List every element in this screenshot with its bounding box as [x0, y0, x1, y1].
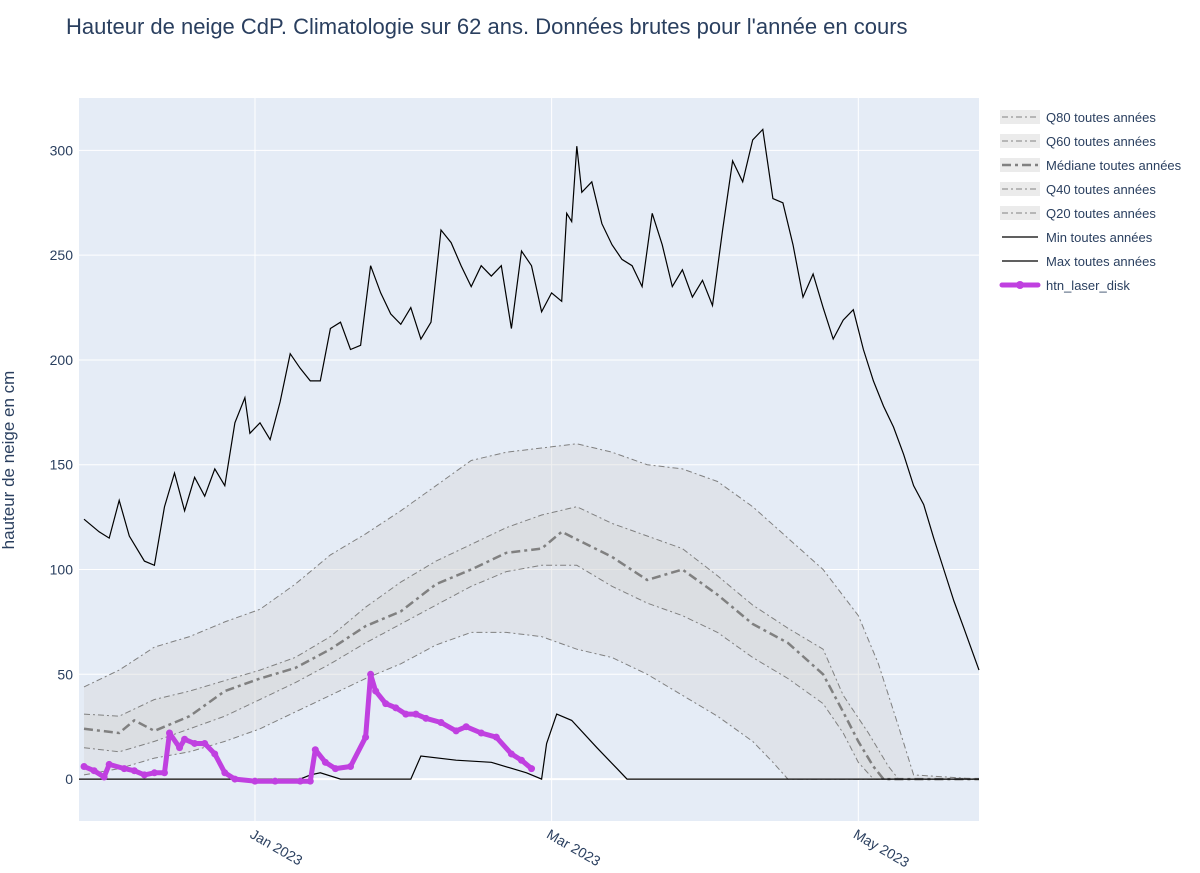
data-point: [271, 777, 279, 785]
y-tick-label: 300: [50, 142, 74, 158]
legend-label: Q40 toutes années: [1046, 182, 1156, 197]
legend-item[interactable]: Q20 toutes années: [1000, 206, 1156, 221]
data-point: [528, 765, 536, 773]
data-point: [150, 769, 158, 777]
legend-label: Médiane toutes années: [1046, 158, 1182, 173]
series-min-toutes-ann-es: [79, 713, 979, 780]
data-point: [100, 773, 108, 781]
data-point: [231, 775, 239, 783]
legend-label: Min toutes années: [1046, 230, 1153, 245]
y-tick-label: 50: [57, 666, 73, 682]
data-point: [507, 750, 515, 758]
legend-item[interactable]: Min toutes années: [1002, 230, 1153, 245]
series-lines: [79, 128, 980, 785]
chart-title: Hauteur de neige CdP. Climatologie sur 6…: [66, 14, 908, 39]
data-point: [221, 769, 229, 777]
legend-item[interactable]: Max toutes années: [1002, 254, 1156, 269]
data-point: [80, 763, 88, 771]
data-point: [517, 756, 525, 764]
data-point: [120, 765, 128, 773]
series-q60-toutes-ann-es: [83, 506, 979, 780]
data-point: [362, 733, 370, 741]
data-point: [422, 714, 430, 722]
data-point: [452, 727, 460, 735]
data-point: [251, 777, 259, 785]
x-tick-label: Jan 2023: [247, 826, 305, 869]
legend-swatch-marker: [1016, 281, 1024, 289]
legend-label: Q60 toutes années: [1046, 134, 1156, 149]
data-point: [296, 777, 304, 785]
legend-item[interactable]: Médiane toutes années: [1000, 158, 1182, 173]
data-point: [176, 744, 184, 752]
data-point: [321, 758, 329, 766]
legend-label: htn_laser_disk: [1046, 278, 1130, 293]
quantile-bands: [84, 443, 979, 780]
data-point: [160, 769, 168, 777]
legend-label: Q20 toutes années: [1046, 206, 1156, 221]
quantile-band: [84, 443, 979, 780]
legend[interactable]: Q80 toutes années Q60 toutes années Médian…: [999, 110, 1182, 293]
y-tick-label: 250: [50, 247, 74, 263]
data-point: [211, 750, 219, 758]
series-m-diane-toutes-ann-es: [83, 530, 979, 781]
data-point: [181, 735, 189, 743]
x-tick-label: May 2023: [851, 826, 912, 871]
data-point: [437, 719, 445, 727]
x-tick-label: Mar 2023: [544, 826, 603, 870]
legend-item[interactable]: htn_laser_disk: [999, 278, 1130, 293]
series-q40-toutes-ann-es: [83, 564, 979, 780]
data-point: [140, 771, 148, 779]
data-point: [311, 746, 319, 754]
data-point: [90, 767, 98, 775]
data-point: [462, 723, 470, 731]
data-point: [306, 777, 314, 785]
data-point: [191, 739, 199, 747]
y-tick-label: 0: [65, 771, 73, 787]
series-q80-toutes-ann-es: [83, 443, 980, 780]
data-point: [331, 765, 339, 773]
legend-label: Max toutes années: [1046, 254, 1156, 269]
y-tick-label: 150: [50, 457, 74, 473]
data-point: [402, 710, 410, 718]
data-point: [477, 729, 485, 737]
data-point: [367, 670, 375, 678]
y-axis-title: hauteur de neige en cm: [0, 371, 18, 550]
data-point: [201, 739, 209, 747]
data-point: [347, 763, 355, 771]
legend-label: Q80 toutes années: [1046, 110, 1156, 125]
data-point: [166, 729, 174, 737]
data-point: [392, 704, 400, 712]
legend-item[interactable]: Q40 toutes années: [1000, 182, 1156, 197]
data-point: [382, 700, 390, 708]
series-max-toutes-ann-es: [83, 128, 980, 671]
y-tick-label: 100: [50, 562, 74, 578]
data-point: [105, 760, 113, 768]
legend-swatch-fill: [1000, 158, 1040, 172]
data-point: [130, 767, 138, 775]
quantile-band: [84, 506, 979, 780]
y-tick-label: 200: [50, 352, 74, 368]
legend-item[interactable]: Q80 toutes années: [1000, 110, 1156, 125]
legend-item[interactable]: Q60 toutes années: [1000, 134, 1156, 149]
data-point: [412, 710, 420, 718]
data-point: [492, 733, 500, 741]
data-point: [372, 687, 380, 695]
